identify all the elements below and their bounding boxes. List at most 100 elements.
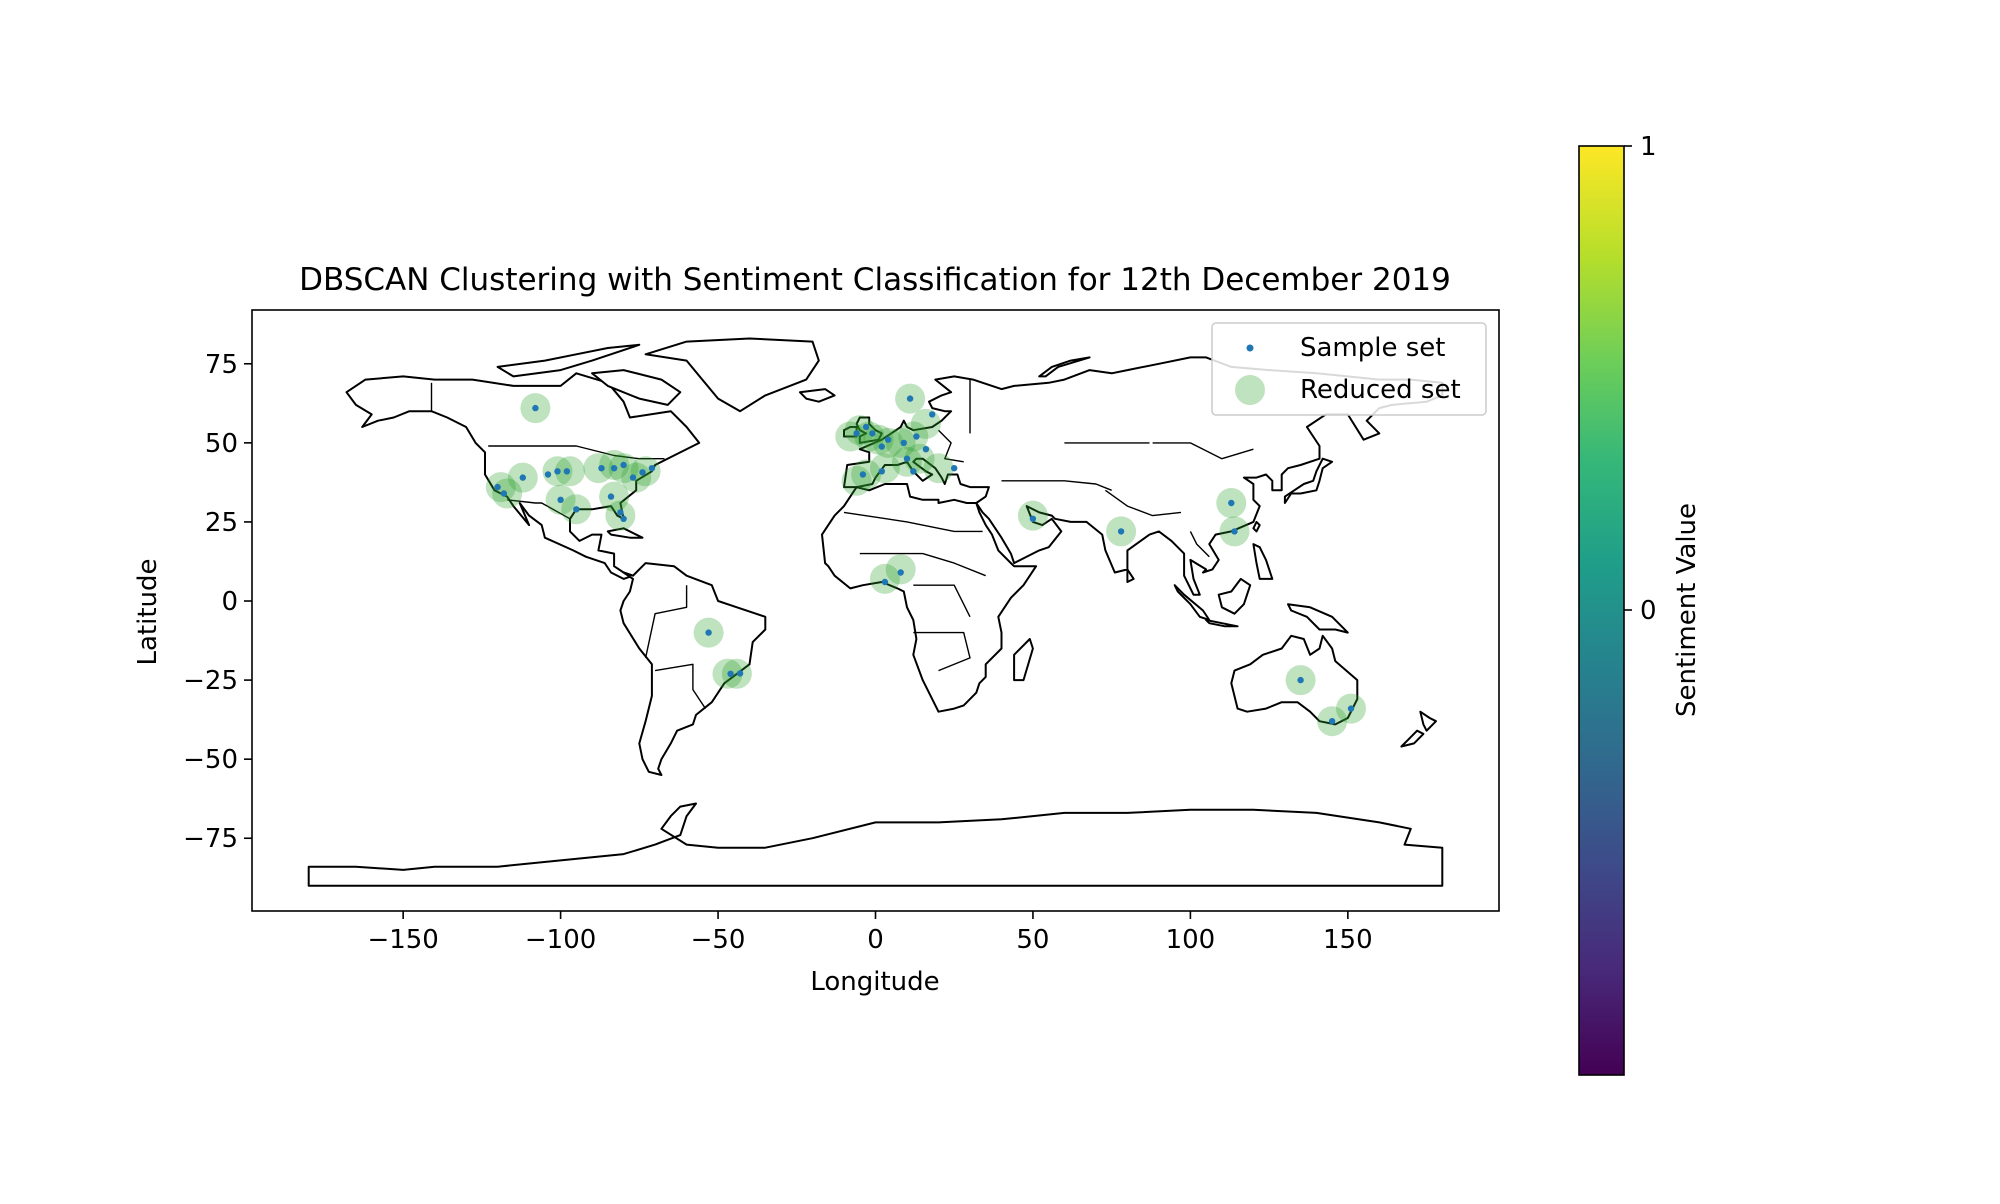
sample-set-point [929,411,936,418]
country-border [1189,531,1210,558]
landmass-novaya-zemlya [1038,356,1091,378]
x-tick-label: −50 [691,925,746,955]
reduced-set-point [630,456,661,487]
sample-set-point [500,490,508,497]
landmass-sri-lanka [1126,568,1135,583]
legend-marker-reduced-set [1235,375,1265,405]
colorbar-tick-label-0: 0 [1640,596,1657,626]
reduced-set-point [721,658,752,689]
country-border [1001,480,1112,491]
sample-set-point [859,471,867,478]
country-border [859,552,986,577]
country-border [488,445,665,460]
sample-set-point [884,436,892,443]
landmass-taiwan [1252,520,1261,533]
x-tick-label: 150 [1323,925,1373,955]
landmass-arctic-islands [496,343,641,378]
landmass-sumatra [1173,584,1211,621]
sample-set-point [869,430,876,437]
sample-set-point [727,670,734,677]
country-border [938,429,964,463]
sample-set-point [563,468,571,475]
y-tick-label: 75 [205,350,238,380]
sample-set-point [1029,515,1037,522]
sample-set-point [494,483,501,491]
sample-set-point [922,446,930,453]
sample-set-point [1328,718,1336,725]
sample-set-point [705,629,712,636]
sample-set-point [629,474,637,481]
landmass-africa [821,483,1038,713]
country-border [843,511,983,533]
sample-set-point [903,455,911,462]
sample-set-point [554,468,561,475]
sample-set-layer [494,395,1355,725]
landmass-eurasia [843,356,1444,596]
landmass-cuba [606,527,644,539]
sample-set-point [573,506,580,513]
country-border [1104,489,1182,517]
y-tick-label: −50 [183,745,238,775]
sample-set-point [1228,499,1235,507]
y-axis-ticks: 75 50 25 0 −25 −50 −75 [183,350,252,854]
landmass-ireland [843,426,858,438]
legend-marker-sample-set [1246,344,1254,352]
landmass-borneo [1217,577,1252,615]
country-border [507,499,571,520]
landmass-philippines [1252,543,1274,580]
sample-set-point [620,515,627,522]
sample-set-point [853,430,860,437]
sample-set-point [1347,705,1355,712]
reduced-set-point [923,453,954,484]
x-axis-ticks: −150 −100 −50 0 50 100 150 [367,911,1373,955]
legend: Sample set Reduced set [1211,322,1487,416]
landmass-antarctica [307,802,1444,887]
legend-label-reduced-set: Reduced set [1300,375,1461,405]
reduced-set-point [835,421,866,452]
country-border [644,585,688,659]
country-border [1152,442,1254,460]
legend-box [1211,322,1487,416]
landmass-iceland [798,388,836,403]
x-tick-label: −150 [367,925,438,955]
reduced-set-point [854,421,885,452]
y-tick-label: 25 [205,508,238,538]
sample-set-point [881,578,889,586]
sample-set-point [1231,528,1238,535]
sample-set-point [951,465,958,472]
chart-title: DBSCAN Clustering with Sentiment Classif… [299,262,1451,298]
landmass-japan [1283,457,1334,504]
sample-set-point [878,468,885,475]
sample-set-point [557,496,564,503]
reduced-set-point [841,465,872,496]
sample-set-point [906,395,914,402]
sample-set-point [639,469,646,476]
reduced-set-point [1017,500,1048,531]
sample-set-point [900,439,907,447]
country-border [913,631,971,672]
sample-set-point [878,443,885,450]
colorbar: 1 0 Sentiment Value [1578,132,1702,1076]
sample-set-point [897,569,904,576]
reduced-set-point [844,415,875,446]
x-tick-label: 100 [1166,925,1216,955]
country-border [913,584,971,618]
country-border [654,663,707,709]
x-axis-label: Longitude [810,967,939,997]
sample-set-point [544,471,552,478]
x-tick-label: 0 [867,925,884,955]
landmass-greenland [644,337,820,413]
sample-set-point [620,461,627,469]
sample-set-point [736,670,744,677]
sample-set-point [617,509,624,516]
sample-set-point [519,474,526,481]
colorbar-gradient [1578,145,1625,1076]
colorbar-label: Sentiment Value [1672,503,1702,717]
sample-set-point [598,465,605,472]
sample-set-point [1117,528,1125,535]
landmass-baffin-island [591,369,682,406]
sample-set-point [910,468,917,475]
y-tick-label: −25 [183,666,238,696]
landmass-new-zealand-north [1419,710,1437,732]
